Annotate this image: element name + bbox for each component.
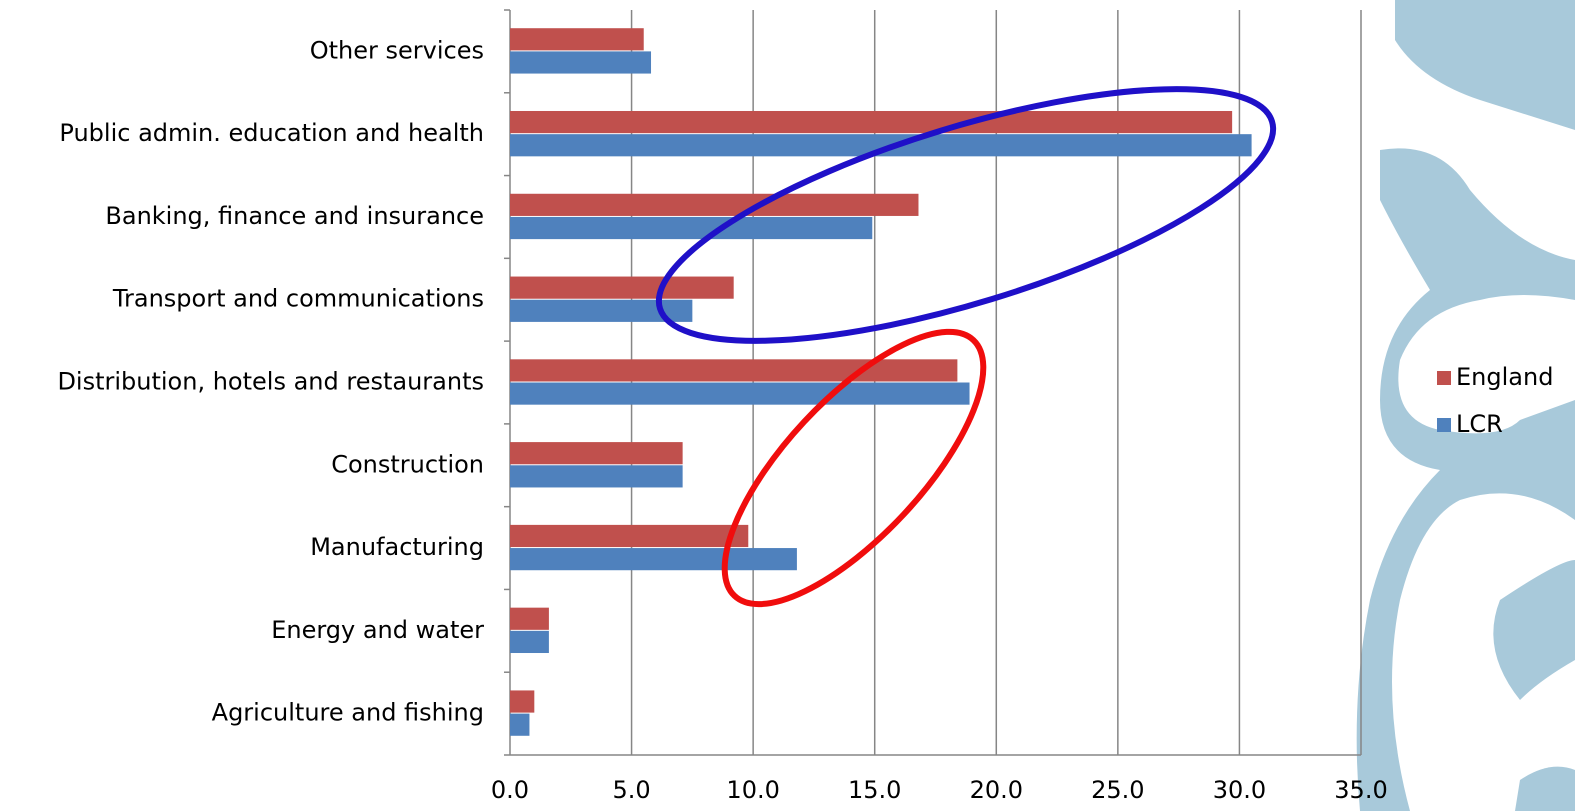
bar xyxy=(510,28,644,51)
x-tick-label: 0.0 xyxy=(491,776,529,804)
x-tick-label: 20.0 xyxy=(970,776,1023,804)
bar xyxy=(510,690,535,713)
bar xyxy=(510,548,797,571)
x-tick-label: 35.0 xyxy=(1334,776,1387,804)
x-tick-label: 25.0 xyxy=(1091,776,1144,804)
bar xyxy=(510,713,530,736)
legend-swatch xyxy=(1437,371,1451,385)
bar xyxy=(510,630,549,654)
bar xyxy=(510,193,919,216)
y-tick-label: Other services xyxy=(310,36,484,64)
bar xyxy=(510,465,683,488)
y-tick-label: Manufacturing xyxy=(310,533,484,561)
bar xyxy=(510,110,1233,134)
legend-label: LCR xyxy=(1456,410,1503,438)
bar xyxy=(510,134,1252,157)
y-tick-label: Public admin. education and health xyxy=(59,119,484,147)
bar xyxy=(510,382,970,405)
y-tick-label: Energy and water xyxy=(271,616,484,644)
legend-swatch xyxy=(1437,418,1451,432)
background-watermark xyxy=(1356,0,1575,811)
y-tick-label: Banking, finance and insurance xyxy=(105,202,484,230)
bar xyxy=(510,216,873,240)
x-tick-label: 30.0 xyxy=(1213,776,1266,804)
bar xyxy=(510,51,652,74)
x-tick-label: 5.0 xyxy=(612,776,650,804)
y-tick-label: Construction xyxy=(331,450,484,478)
y-tick-label: Distribution, hotels and restaurants xyxy=(57,368,484,396)
bar xyxy=(510,607,549,630)
bar xyxy=(510,524,749,548)
x-tick-label: 15.0 xyxy=(848,776,901,804)
legend-label: England xyxy=(1456,363,1553,391)
bar xyxy=(510,276,734,299)
bar xyxy=(510,299,693,322)
y-tick-label: Agriculture and fishing xyxy=(212,699,484,727)
bar xyxy=(510,442,683,465)
bar xyxy=(510,359,958,382)
x-tick-label: 10.0 xyxy=(726,776,779,804)
y-tick-label: Transport and communications xyxy=(112,285,484,313)
annotation-ellipses xyxy=(655,86,1277,608)
